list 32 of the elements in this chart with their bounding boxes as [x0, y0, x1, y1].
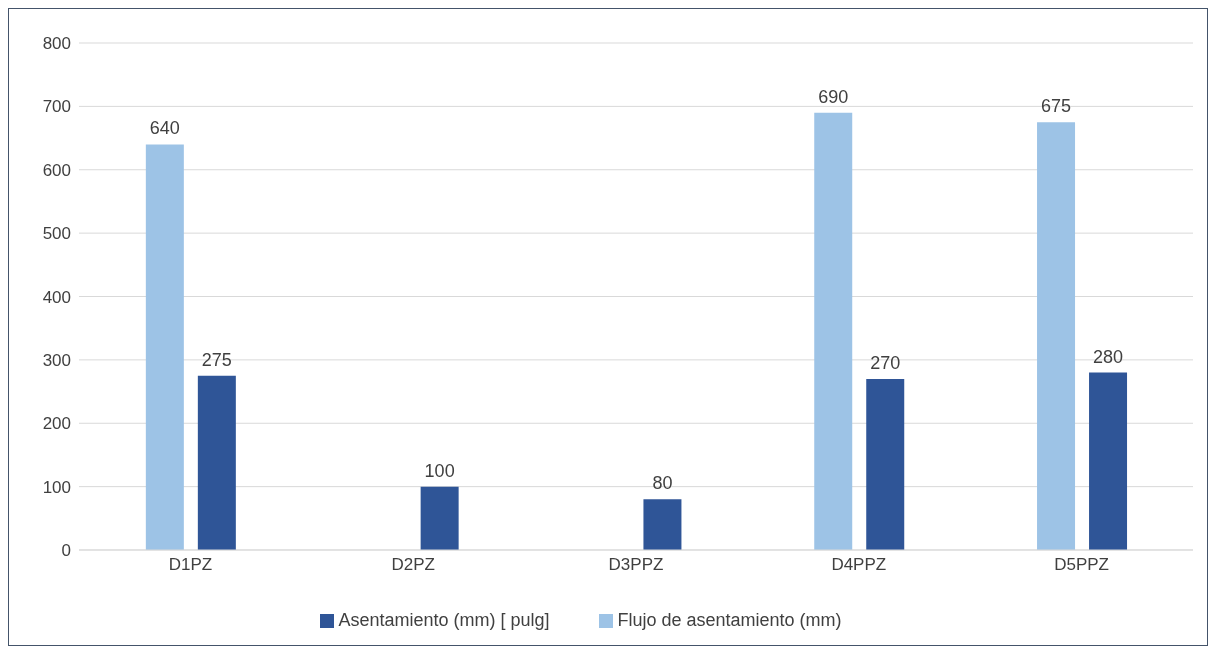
x-tick-label: D2PZ	[391, 555, 435, 575]
data-label: 100	[424, 460, 455, 481]
bar	[866, 378, 905, 550]
x-tick-label: D5PPZ	[1054, 555, 1109, 575]
data-label: 80	[652, 473, 673, 494]
y-tick-label: 700	[42, 97, 71, 117]
x-tick-label: D4PPZ	[831, 555, 887, 575]
legend-label: Flujo de asentamiento (mm)	[617, 610, 842, 630]
legend-label: Asentamiento (mm) [ pulg]	[338, 610, 550, 630]
bar	[1037, 122, 1076, 550]
x-tick-label: D3PPZ	[608, 555, 664, 575]
x-tick-label: D1PZ	[168, 555, 213, 575]
data-label: 675	[1041, 96, 1072, 117]
y-tick-label: 0	[61, 541, 71, 561]
y-tick-label: 100	[42, 477, 71, 497]
bar	[1089, 372, 1128, 550]
y-tick-label: 800	[42, 34, 71, 54]
bar	[643, 499, 682, 550]
data-label: 270	[870, 352, 901, 373]
data-label: 275	[201, 349, 232, 370]
y-tick-label: 500	[42, 224, 71, 244]
bar	[145, 144, 184, 550]
y-tick-label: 400	[42, 287, 71, 307]
data-label: 280	[1093, 346, 1124, 367]
bar	[197, 375, 236, 550]
bar	[420, 486, 459, 550]
data-label: 690	[818, 86, 849, 107]
y-tick-label: 200	[42, 414, 71, 434]
bar	[814, 112, 853, 550]
y-tick-label: 600	[42, 160, 71, 180]
data-label: 640	[149, 118, 180, 139]
y-tick-label: 300	[42, 350, 71, 370]
